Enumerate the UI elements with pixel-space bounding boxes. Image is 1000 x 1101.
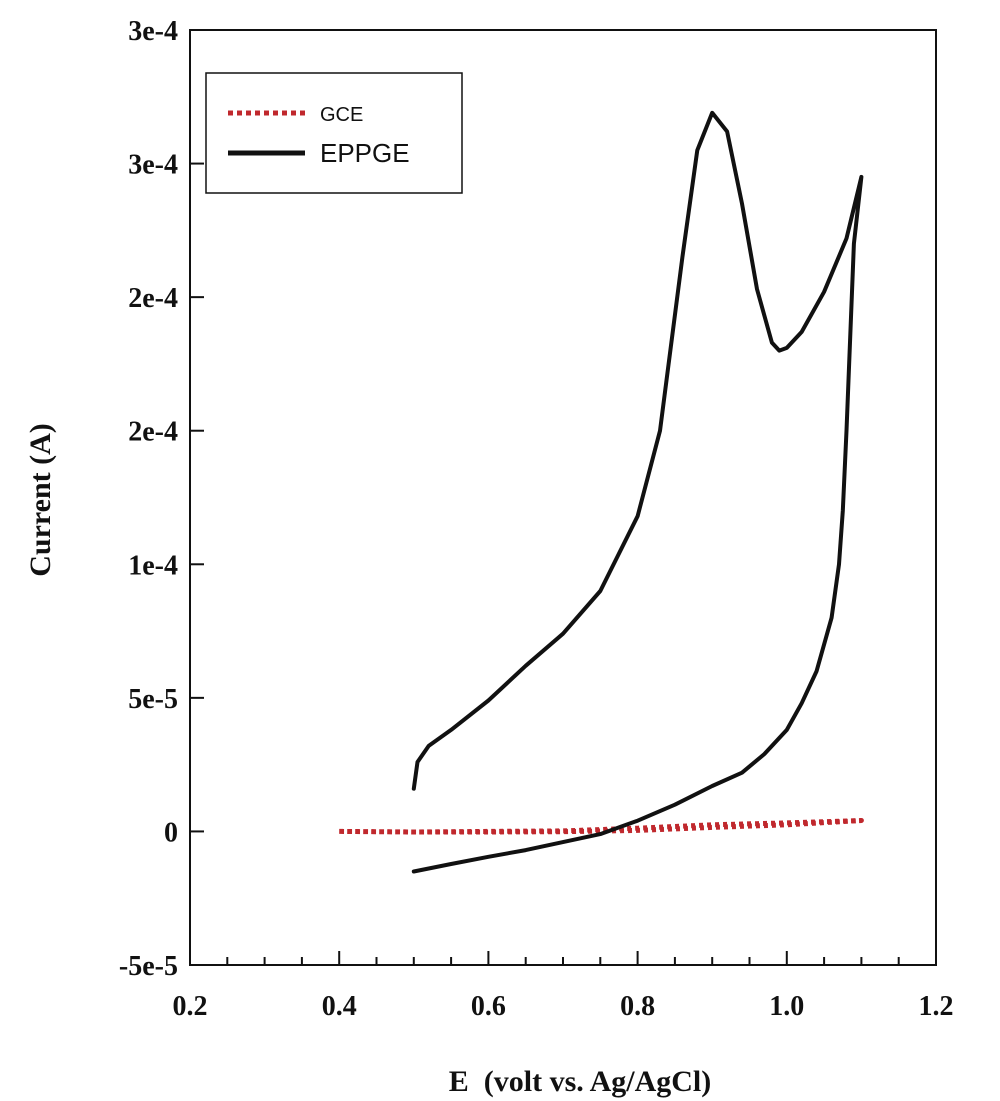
y-axis-title: Current (A) xyxy=(24,423,57,577)
y-tick-label: 1e-4 xyxy=(128,550,178,581)
y-tick-label: -5e-5 xyxy=(119,951,178,982)
y-tick-label: 0 xyxy=(164,817,178,848)
series-line-eppge xyxy=(411,110,864,874)
legend: GCE EPPGE xyxy=(205,72,463,194)
x-tick-label: 0.4 xyxy=(322,991,357,1022)
x-tick-label: 1.2 xyxy=(919,991,954,1022)
x-tick-label: 0.6 xyxy=(471,991,506,1022)
y-tick-label: 3e-4 xyxy=(128,150,178,181)
x-tick-label: 0.2 xyxy=(173,991,208,1022)
series-layer xyxy=(339,110,864,874)
x-axis-ticks: 0.2 0.4 0.6 0.8 1.0 1.2 xyxy=(173,951,954,1022)
y-tick-label: 5e-5 xyxy=(128,684,178,715)
legend-box xyxy=(205,72,463,194)
y-tick-label: 2e-4 xyxy=(128,283,178,314)
x-axis-title: E (volt vs. Ag/AgCl) xyxy=(449,1065,712,1098)
x-tick-label: 1.0 xyxy=(769,991,804,1022)
y-tick-label: 2e-4 xyxy=(128,417,178,448)
y-axis-ticks: -5e-5 0 5e-5 1e-4 2e-4 2e-4 3e-4 3e-4 xyxy=(119,16,204,982)
legend-label-eppge: EPPGE xyxy=(320,138,410,168)
legend-label-gce: GCE xyxy=(320,104,363,126)
y-tick-label: 3e-4 xyxy=(128,16,178,47)
series-line-gce xyxy=(339,818,864,835)
x-tick-label: 0.8 xyxy=(620,991,655,1022)
